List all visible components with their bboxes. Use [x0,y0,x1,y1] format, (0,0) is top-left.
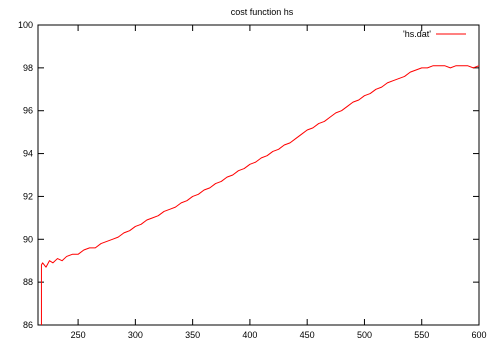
x-tick-label: 450 [300,330,315,340]
y-tick-label: 86 [23,320,33,330]
y-tick-label: 88 [23,277,33,287]
x-tick-label: 350 [185,330,200,340]
y-tick-label: 90 [23,234,33,244]
axis-ticks: 250 300 350 400 450 500 550 600 86 88 90 92 94 96 98 10… [18,20,487,340]
y-tick-label: 96 [23,106,33,116]
series-line-0 [40,65,480,325]
x-tick-label: 300 [128,330,143,340]
legend: 'hs.dat' [403,29,466,39]
x-tick-label: 600 [471,330,486,340]
x-tick-label: 400 [242,330,257,340]
x-tick-label: 500 [357,330,372,340]
y-tick-label: 94 [23,149,33,159]
x-tick-label: 250 [71,330,86,340]
series-group [40,65,480,325]
x-tick-label: 550 [414,330,429,340]
plot-axes [37,24,480,326]
y-tick-label: 98 [23,63,33,73]
y-tick-label: 92 [23,191,33,201]
legend-label: 'hs.dat' [403,29,431,39]
y-tick-label: 100 [18,20,33,30]
plot-frame [37,24,480,326]
chart-title: cost function hs [231,7,294,17]
